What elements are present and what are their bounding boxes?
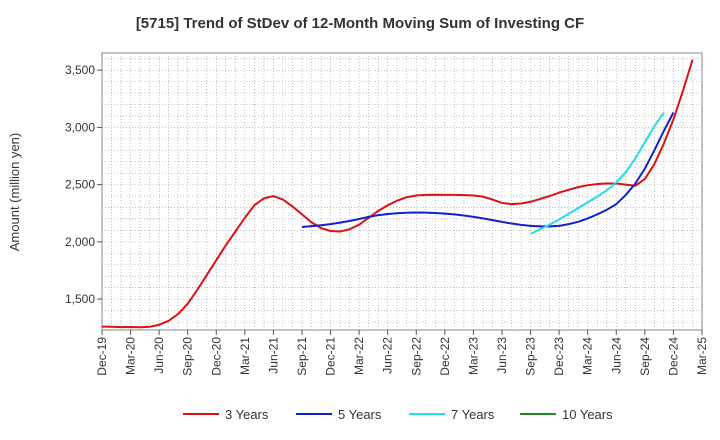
legend-label: 3 Years [225, 407, 269, 422]
x-tick-label: Mar-21 [238, 337, 252, 375]
x-tick-label: Sep-23 [524, 337, 538, 376]
legend-label: 7 Years [451, 407, 495, 422]
y-tick-label: 3,500 [65, 63, 95, 77]
series-line-7-years [530, 111, 665, 235]
series-line-3-years [101, 59, 694, 329]
x-tick-label: Mar-20 [124, 337, 138, 375]
y-axis-label: Amount (million yen) [7, 133, 22, 252]
legend-label: 10 Years [562, 407, 613, 422]
y-tick-label: 2,500 [65, 178, 95, 192]
y-tick-label: 3,000 [65, 120, 95, 134]
legend-label: 5 Years [338, 407, 382, 422]
x-tick-label: Dec-24 [666, 337, 680, 376]
series-line-5-years [301, 112, 675, 228]
x-tick-label: Dec-23 [552, 337, 566, 376]
x-tick-label: Jun-21 [266, 337, 280, 374]
y-axis: 1,500 2,000 2,500 3,000 3,500 [65, 63, 102, 306]
x-tick-label: Mar-24 [581, 337, 595, 375]
x-tick-label: Mar-22 [352, 337, 366, 375]
chart-title: [5715] Trend of StDev of 12-Month Moving… [136, 15, 584, 32]
x-tick-label: Sep-20 [181, 337, 195, 376]
x-tick-label: Mar-25 [695, 337, 709, 375]
y-tick-label: 2,000 [65, 235, 95, 249]
legend: 3 Years 5 Years 7 Years 10 Years [183, 407, 613, 422]
x-tick-label: Jun-23 [495, 337, 509, 374]
x-tick-label: Dec-22 [438, 337, 452, 376]
x-tick-label: Dec-19 [95, 337, 109, 376]
plot-area [101, 52, 703, 331]
x-tick-label: Dec-20 [209, 337, 223, 376]
x-tick-label: Sep-24 [638, 337, 652, 376]
x-tick-label: Jun-20 [152, 337, 166, 374]
series-lines [101, 59, 694, 329]
x-tick-label: Sep-21 [295, 337, 309, 376]
x-tick-label: Sep-22 [409, 337, 423, 376]
x-tick-label: Mar-23 [466, 337, 480, 375]
grid-lines [102, 53, 702, 330]
x-tick-label: Dec-21 [324, 337, 338, 376]
x-axis: Dec-19 Mar-20 Jun-20 Sep-20 Dec-20 Mar-21 Jun-… [95, 330, 709, 376]
x-tick-label: Jun-24 [609, 337, 623, 374]
x-tick-label: Jun-22 [381, 337, 395, 374]
y-tick-label: 1,500 [65, 292, 95, 306]
